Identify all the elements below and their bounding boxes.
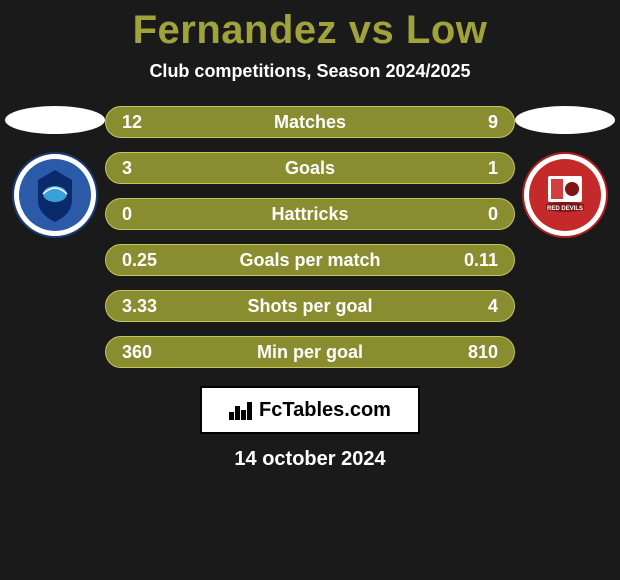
page-title: Fernandez vs Low	[0, 8, 620, 53]
stat-rows: 12Matches9 3Goals1 0Hattricks0 0.25Goals pe…	[105, 106, 515, 368]
svg-text:RED DEVILS: RED DEVILS	[547, 206, 583, 212]
stat-label: Goals	[182, 158, 438, 179]
player1-name: Fernandez	[133, 8, 338, 52]
stat-row: 3Goals1	[105, 152, 515, 184]
player2-shadow	[515, 106, 615, 134]
content-area: RED DEVILS 12Matches93Goals10Hattricks00…	[0, 106, 620, 471]
stat-label: Goals per match	[182, 250, 438, 271]
stat-row: 0.25Goals per match0.11	[105, 244, 515, 276]
stat-left-value: 3	[122, 158, 182, 179]
stat-label: Min per goal	[182, 342, 438, 363]
subtitle: Club competitions, Season 2024/2025	[0, 61, 620, 82]
left-side	[0, 106, 110, 238]
stat-right-value: 4	[438, 296, 498, 317]
date-text: 14 october 2024	[0, 448, 620, 471]
stat-row: 360Min per goal810	[105, 336, 515, 368]
stat-label: Shots per goal	[182, 296, 438, 317]
stat-left-value: 0	[122, 204, 182, 225]
stat-left-value: 0.25	[122, 250, 182, 271]
stat-row: 12Matches9	[105, 106, 515, 138]
stat-right-value: 0	[438, 204, 498, 225]
brand-text: FcTables.com	[259, 399, 391, 422]
stat-row: 0Hattricks0	[105, 198, 515, 230]
stat-left-value: 360	[122, 342, 182, 363]
brand-bars-icon	[229, 400, 253, 420]
team1-crest-icon	[12, 152, 98, 238]
stat-left-value: 12	[122, 112, 182, 133]
stat-row: 3.33Shots per goal4	[105, 290, 515, 322]
right-side: RED DEVILS	[510, 106, 620, 238]
team2-crest: RED DEVILS	[522, 152, 608, 238]
comparison-card: Fernandez vs Low Club competitions, Seas…	[0, 0, 620, 580]
stat-label: Hattricks	[182, 204, 438, 225]
player1-shadow	[5, 106, 105, 134]
stat-right-value: 810	[438, 342, 498, 363]
stat-right-value: 0.11	[438, 250, 498, 271]
stat-right-value: 9	[438, 112, 498, 133]
stat-right-value: 1	[438, 158, 498, 179]
vs-text: vs	[349, 8, 395, 52]
team2-crest-icon: RED DEVILS	[522, 152, 608, 238]
stat-label: Matches	[182, 112, 438, 133]
team1-crest	[12, 152, 98, 238]
brand-badge[interactable]: FcTables.com	[200, 386, 420, 434]
player2-name: Low	[406, 8, 487, 52]
stat-left-value: 3.33	[122, 296, 182, 317]
